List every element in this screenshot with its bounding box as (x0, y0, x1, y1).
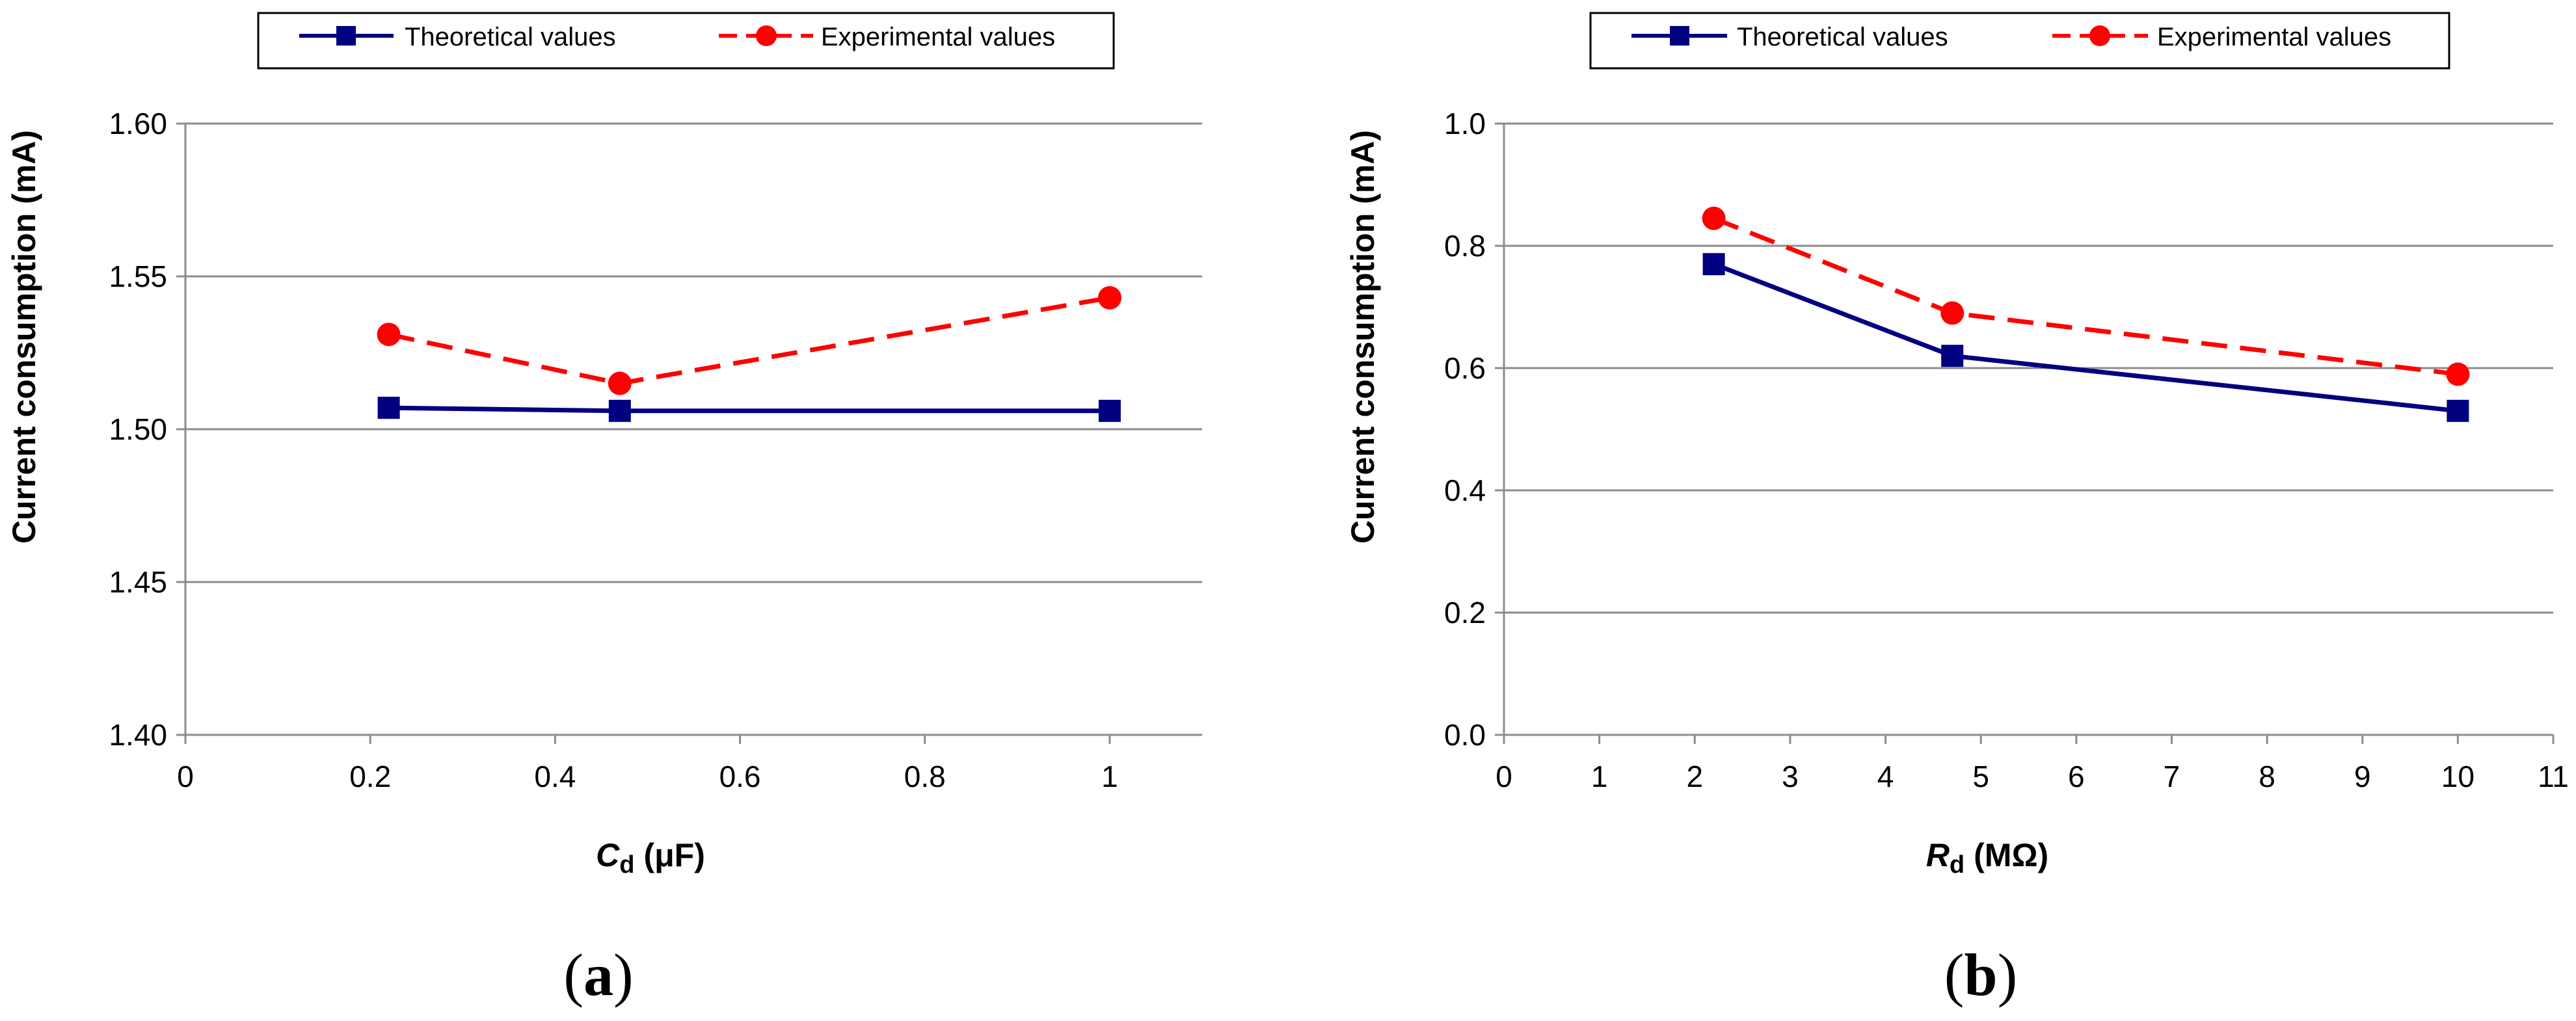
x-axis-subscript: d (1950, 851, 1965, 879)
x-tick-label: 1 (1591, 760, 1608, 793)
data-point-theoretical (1098, 399, 1121, 422)
x-axis-symbol: C (596, 837, 620, 873)
panel-letter: b (1964, 942, 1997, 1008)
legend-marker-theoretical (336, 26, 356, 46)
data-point-theoretical (377, 397, 400, 419)
x-tick-label: 9 (2354, 760, 2371, 793)
x-tick-label: 3 (1782, 760, 1799, 793)
data-point-experimental (1702, 206, 1726, 230)
x-axis-label: Rd (MΩ) (1926, 837, 2048, 879)
chart-panel-a: Theoretical values Experimental values 1… (6, 12, 1202, 1008)
x-tick-label: 0 (1496, 760, 1512, 793)
x-tick-label: 8 (2259, 760, 2275, 793)
x-tick-label: 0.2 (349, 760, 391, 793)
data-point-theoretical (1941, 345, 1964, 367)
data-point-experimental (1097, 285, 1121, 310)
y-tick-label: 0.4 (1444, 473, 1486, 507)
y-tick-label: 0.8 (1444, 229, 1486, 263)
x-axis-label: Cd (μF) (596, 837, 705, 879)
legend-label-theoretical: Theoretical values (1737, 23, 1948, 51)
panel-label-a: (a) (563, 942, 633, 1008)
y-tick-label: 0.6 (1444, 351, 1486, 385)
y-tick-label: 1.0 (1444, 107, 1486, 140)
x-tick-label: 5 (1972, 760, 1989, 793)
panel-label-b: (b) (1944, 942, 2017, 1008)
x-tick-label: 0.4 (534, 760, 576, 793)
x-tick-label: 1 (1101, 760, 1118, 793)
legend-label-theoretical: Theoretical values (405, 23, 616, 51)
y-axis-label: Current consumption (mA) (1345, 130, 1381, 544)
data-point-theoretical (1702, 253, 1725, 276)
x-tick-label: 10 (2441, 760, 2475, 793)
panel-letter: a (584, 942, 613, 1008)
x-tick-label: 4 (1877, 760, 1894, 793)
data-point-experimental (2446, 362, 2470, 386)
x-axis-unit: (μF) (643, 837, 704, 873)
series-line-theoretical (388, 405, 1110, 414)
series-line-experimental (388, 295, 1110, 386)
chart-panel-b: Theoretical values Experimental values 0… (1345, 12, 2569, 1008)
data-point-experimental (377, 323, 401, 347)
legend-label-experimental: Experimental values (821, 23, 1055, 51)
data-point-experimental (1940, 301, 1965, 325)
x-axis-subscript: d (619, 851, 634, 879)
y-tick-label: 1.40 (109, 718, 167, 752)
legend-marker-experimental (756, 25, 777, 46)
y-tick-label: 1.50 (109, 412, 167, 446)
x-axis-unit: (MΩ) (1974, 837, 2048, 873)
series-line-experimental (1713, 216, 2458, 377)
x-tick-label: 0 (177, 760, 194, 793)
x-tick-label: 2 (1686, 760, 1703, 793)
y-tick-label: 0.0 (1444, 718, 1486, 752)
x-axis-symbol: R (1926, 837, 1950, 873)
data-point-theoretical (608, 399, 631, 422)
y-tick-label: 1.60 (109, 107, 167, 140)
x-tick-label: 6 (2068, 760, 2085, 793)
legend-marker-experimental (2089, 25, 2110, 46)
y-axis-label: Current consumption (mA) (6, 130, 42, 544)
legend-marker-theoretical (1670, 26, 1689, 46)
legend-box (257, 12, 1115, 70)
legend-label-experimental: Experimental values (2157, 23, 2391, 51)
legend-box (1589, 12, 2450, 70)
data-point-theoretical (2447, 399, 2469, 422)
x-tick-label: 7 (2164, 760, 2180, 793)
x-tick-label: 11 (2538, 760, 2569, 793)
series-line-theoretical (1713, 261, 2458, 414)
y-tick-label: 0.2 (1444, 596, 1486, 630)
y-tick-label: 1.45 (109, 565, 167, 599)
data-point-experimental (608, 371, 632, 395)
x-tick-label: 0.8 (904, 760, 946, 793)
y-tick-label: 1.55 (109, 259, 167, 293)
x-tick-label: 0.6 (719, 760, 761, 793)
